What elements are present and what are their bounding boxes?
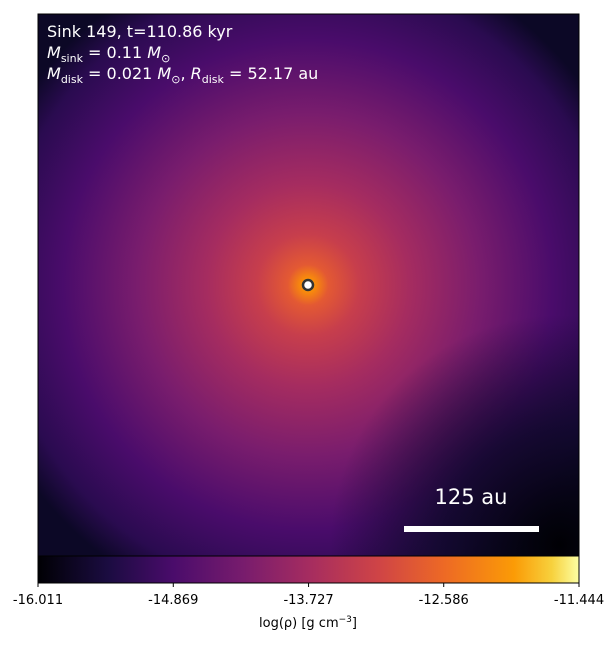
colorbar-label: log(ρ) [g cm−3] xyxy=(259,615,357,631)
colorbar-tick-label: -16.011 xyxy=(13,593,63,608)
colorbar xyxy=(37,555,580,584)
sink-marker xyxy=(301,278,315,292)
title: Sink 149, t=110.86 kyr xyxy=(47,22,233,41)
colorbar-tick-label: -14.869 xyxy=(148,593,198,608)
mass-sink: Msink = 0.11 M⊙ xyxy=(47,43,170,65)
colorbar-tick-label: -13.727 xyxy=(283,593,333,608)
disk-info: Mdisk = 0.021 M⊙, Rdisk = 52.17 au xyxy=(47,64,318,86)
scale-bar-label: 125 au xyxy=(435,485,508,509)
colorbar-ticks: -16.011 -14.869 -13.727 -12.586 -11.444 xyxy=(13,583,604,608)
scale-bar xyxy=(404,526,539,532)
colorbar-tick-label: -11.444 xyxy=(554,593,604,608)
colorbar-tick-label: -12.586 xyxy=(419,593,469,608)
